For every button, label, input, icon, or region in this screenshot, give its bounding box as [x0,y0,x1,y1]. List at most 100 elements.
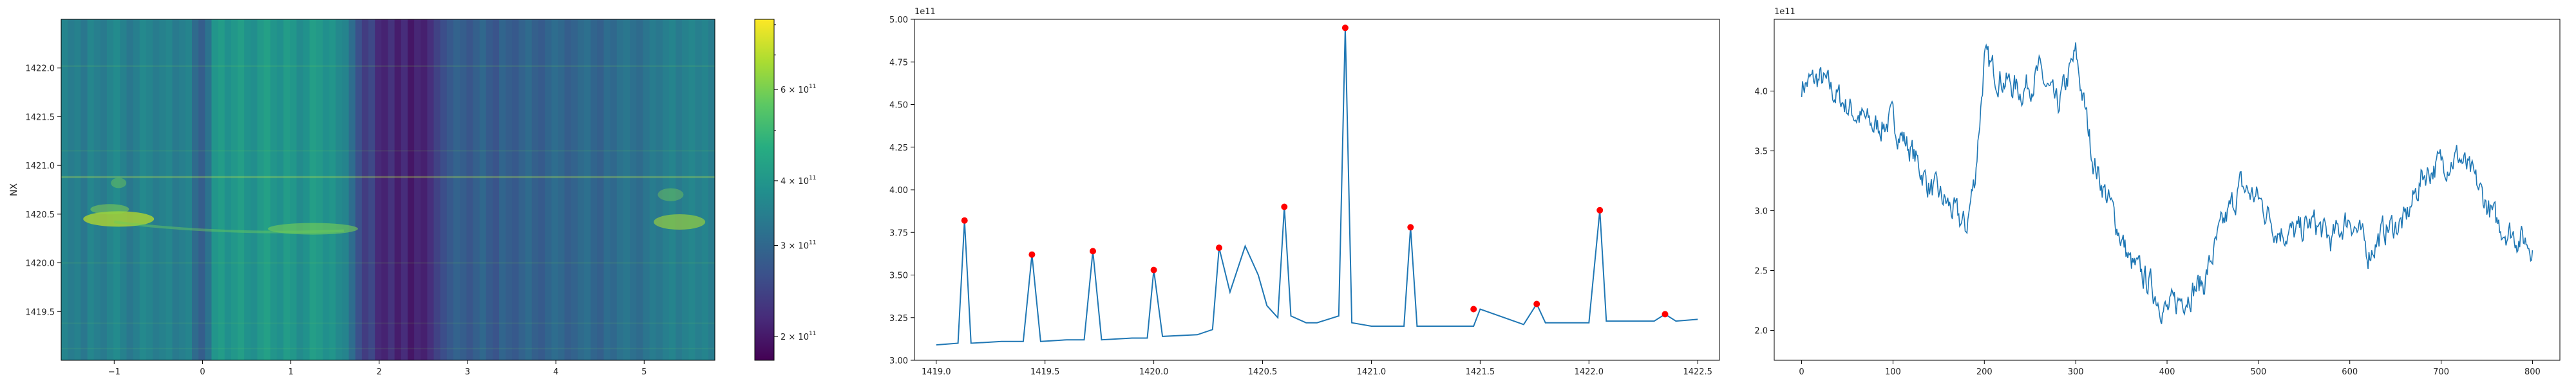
peaks-frame [914,19,1720,361]
heatmap-column [139,19,147,360]
series-x-tick-label: 300 [2068,367,2084,377]
peak-marker [1028,251,1036,258]
heatmap-column [636,19,643,360]
heatmap-column [610,19,618,360]
peak-marker [1662,311,1669,318]
peak-marker [1281,203,1288,210]
peaks-x-tick-label: 1419.5 [1030,367,1060,377]
colorbar-frame [754,19,775,361]
peaks-x-tick-label: 1422.0 [1575,367,1604,377]
heatmap-y-label: NX [9,183,19,196]
peaks-y-tick-label: 3.00 [889,356,908,366]
heatmap-x-tick-label: 0 [200,367,205,377]
heatmap-x-tick-label: 1 [288,367,293,377]
heatmap-column [616,19,624,360]
heatmap-column [427,19,435,360]
heatmap-band [61,65,715,67]
heatmap-column [460,19,467,360]
heatmap-column [407,19,415,360]
peaks-x-tick-label: 1421.0 [1357,367,1387,377]
heatmap-column [551,19,558,360]
heatmap-column [662,19,670,360]
peak-marker [1090,248,1096,255]
series-x-tick-label: 700 [2433,367,2449,377]
heatmap-column [708,19,715,360]
peaks-x-tick-label: 1420.5 [1248,367,1278,377]
peaks-x-tick-label: 1420.0 [1139,367,1169,377]
heatmap-band [61,322,715,324]
heatmap-column [682,19,689,360]
peaks-y-tick-label: 4.00 [889,186,908,196]
heatmap-column [316,19,323,360]
heatmap-column [440,19,448,360]
heatmap-blob [90,204,129,215]
heatmap-column [87,19,95,360]
series-x-tick-label: 100 [1885,367,1901,377]
heatmap-column [166,19,173,360]
heatmap-blob [83,211,155,227]
colorbar: 2 × 1011 3 × 1011 4 × 1011 6 × 1011 [754,19,816,361]
heatmap-blob [267,223,358,235]
peak-marker [1407,224,1414,231]
heatmap-band [61,262,715,264]
peak-marker [1341,24,1349,32]
heatmap-overlay [61,65,715,349]
heatmap-column [421,19,428,360]
heatmap-column [649,19,657,360]
heatmap-column [591,19,598,360]
colorbar-gradient [755,19,774,360]
series-x-tick-label: 600 [2342,367,2358,377]
heatmap-band [61,150,715,152]
heatmap-column [545,19,552,360]
heatmap-column [492,19,500,360]
heatmap-column [453,19,460,360]
heatmap-column [153,19,160,360]
colorbar-tick-label: 3 × 1011 [781,239,816,251]
heatmap-column [178,19,186,360]
series-y-tick-label: 3.5 [1754,147,1768,157]
heatmap-column [695,19,703,360]
heatmap-column [466,19,474,360]
heatmap-column [375,19,382,360]
heatmap-column [701,19,709,360]
heatmap-column [113,19,120,360]
heatmap-column [597,19,605,360]
peak-marker [1470,306,1477,313]
heatmap-column [401,19,408,360]
series-x-ticks: 0 100 200 300 400 500 600 700 800 [1799,360,2541,377]
heatmap-column [342,19,350,360]
peaks-x-tick-label: 1419.0 [922,367,951,377]
series-x-tick-label: 200 [1976,367,1993,377]
heatmap-column [414,19,421,360]
heatmap-column [276,19,284,360]
heatmap-column [433,19,441,360]
heatmap-column [388,19,395,360]
peaks-plot [936,24,1698,346]
heatmap-column [336,19,343,360]
peak-marker [1533,300,1540,308]
heatmap-x-tick-label: −1 [108,367,120,377]
heatmap-column [238,19,245,360]
heatmap-column [381,19,389,360]
heatmap-column [479,19,487,360]
heatmap-column [329,19,336,360]
series-x-tick-label: 500 [2250,367,2266,377]
heatmap-column [643,19,650,360]
heatmap-column [348,19,356,360]
heatmap-column [290,19,297,360]
heatmap-y-tick-label: 1421.5 [26,113,55,122]
series-panel: 0 100 200 300 400 500 600 700 800 2.0 2.5 3.0 3.5 4.… [1754,7,2561,377]
heatmap-column [688,19,696,360]
heatmap-column [211,19,219,360]
heatmap-column [159,19,166,360]
heatmap-column [355,19,363,360]
peak-marker [961,217,968,224]
heatmap-column [564,19,572,360]
colorbar-tick-label: 6 × 1011 [781,84,816,95]
heatmap-blob [658,188,684,201]
peaks-y-tick-label: 4.75 [889,58,908,68]
heatmap-column [506,19,513,360]
peaks-x-tick-label: 1421.5 [1466,367,1495,377]
heatmap-column [146,19,153,360]
